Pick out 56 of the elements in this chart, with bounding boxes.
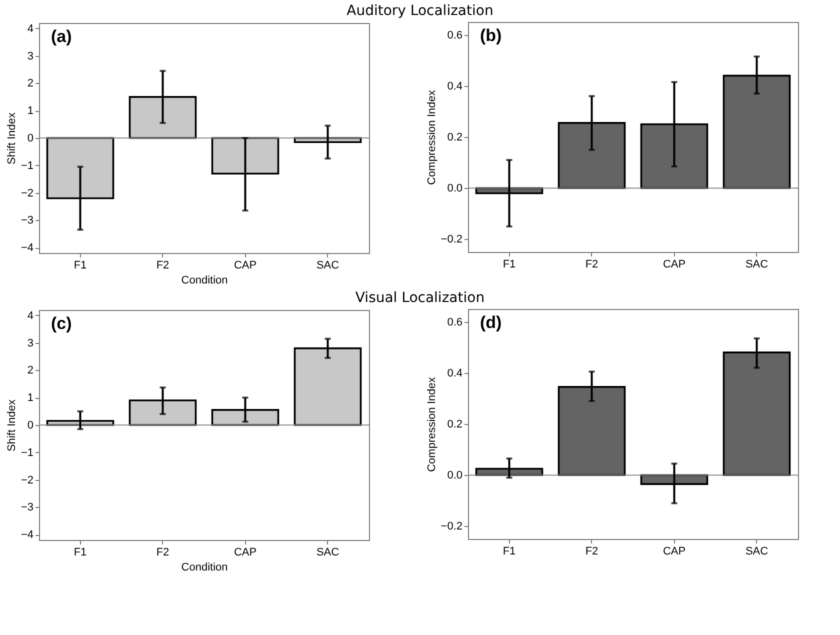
- y-tick-label: 3: [27, 337, 34, 350]
- x-tick-label: SAC: [316, 546, 340, 558]
- y-tick-label: −2: [20, 474, 34, 486]
- y-tick-label: −4: [20, 529, 34, 542]
- y-tick-label: 0: [27, 132, 34, 144]
- x-tick-label: CAP: [234, 260, 257, 272]
- y-tick-label: 0: [27, 420, 34, 432]
- annotation: (a): [51, 27, 72, 46]
- y-tick-label: 0.6: [447, 316, 462, 328]
- x-tick-label: F1: [74, 546, 87, 558]
- x-tick-label: CAP: [662, 546, 686, 558]
- y-tick-label: −0.2: [440, 234, 462, 246]
- x-tick-label: F2: [585, 258, 598, 270]
- x-tick-label: F1: [74, 260, 87, 272]
- x-tick-label: F2: [156, 546, 170, 558]
- x-tick-label: SAC: [316, 260, 340, 272]
- x-tick-label: F2: [156, 260, 170, 272]
- x-tick-label: CAP: [662, 258, 686, 270]
- y-tick-label: −3: [20, 214, 34, 227]
- y-tick-label: −1: [20, 446, 34, 459]
- y-tick-label: 0.0: [447, 470, 462, 482]
- x-axis-title: Condition: [181, 562, 228, 574]
- x-tick-label: F1: [502, 546, 516, 558]
- x-tick-label: F1: [502, 258, 516, 270]
- x-tick-label: SAC: [745, 546, 768, 558]
- y-axis-title: Shift Index: [6, 399, 18, 452]
- annotation: (d): [480, 313, 502, 332]
- y-axis-title: Compression Index: [426, 376, 438, 472]
- y-tick-label: 1: [27, 105, 34, 118]
- y-tick-label: 3: [27, 50, 34, 62]
- y-tick-label: 1: [27, 392, 34, 404]
- y-tick-label: −0.2: [440, 520, 462, 533]
- x-tick-label: CAP: [234, 546, 257, 558]
- x-axis-title: Condition: [181, 274, 228, 286]
- x-tick-label: SAC: [745, 258, 768, 270]
- y-tick-label: −1: [20, 160, 34, 172]
- annotation: (b): [480, 26, 502, 45]
- annotation: (c): [51, 314, 72, 333]
- x-tick-label: F2: [585, 546, 598, 558]
- y-tick-label: 4: [27, 310, 34, 322]
- y-tick-label: 2: [27, 364, 34, 377]
- text: Visual Localization: [354, 289, 486, 307]
- y-tick-label: 0.4: [447, 80, 462, 92]
- y-tick-label: 4: [27, 22, 34, 35]
- y-tick-label: 0.6: [447, 29, 462, 42]
- y-tick-label: 0.4: [447, 367, 462, 380]
- y-axis-title: Shift Index: [6, 112, 18, 164]
- y-tick-label: −3: [20, 502, 34, 514]
- y-tick-label: 0.2: [447, 418, 462, 430]
- y-tick-label: −2: [20, 187, 34, 200]
- text: Auditory Localization: [346, 2, 494, 20]
- y-tick-label: 0.2: [447, 132, 462, 144]
- y-tick-label: 2: [27, 78, 34, 90]
- y-tick-label: 0.0: [447, 182, 462, 195]
- y-axis-title: Compression Index: [426, 90, 438, 185]
- y-tick-label: −4: [20, 242, 34, 254]
